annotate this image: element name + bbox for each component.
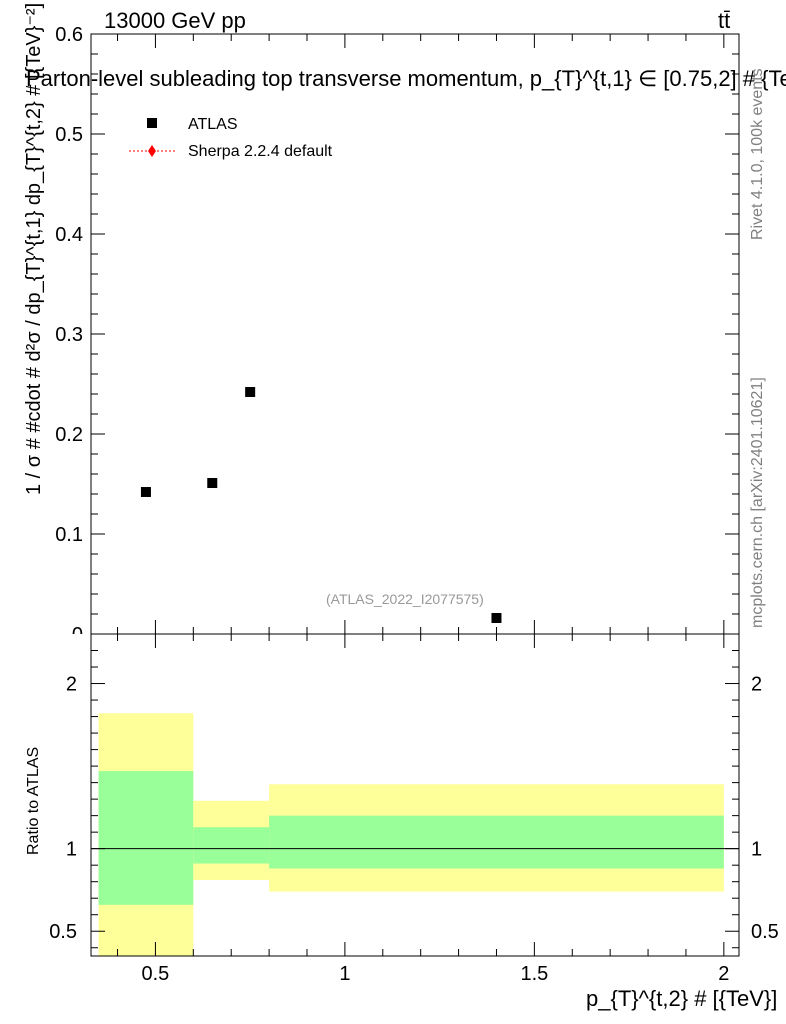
energy-label: 13000 GeV pp xyxy=(104,8,246,33)
main-y-zero-label: 0 xyxy=(72,624,83,646)
main-y-tick-label: 0.2 xyxy=(55,424,83,446)
main-y-axis-label: 1 / σ # #cdot # d²σ / dp_{T}^{t,1} dp_{T… xyxy=(23,3,45,495)
main-y-tick-label: 0.3 xyxy=(55,324,83,346)
ratio-plot-panel: 0.5 0.5 1 1 2 2 0.5 1 1.5 2 Ratio to ATLAS p_{T}… xyxy=(25,633,779,1011)
main-y-tick-label: 0.1 xyxy=(55,524,83,546)
ratio-inner-band xyxy=(98,771,194,905)
rivet-version-label: Rivet 4.1.0, 100k events xyxy=(749,68,766,240)
legend: ATLAS Sherpa 2.2.4 default xyxy=(129,116,333,160)
atlas-data-point xyxy=(207,478,218,488)
plot-title: Parton-level subleading top transverse m… xyxy=(26,66,786,91)
ratio-plot-frame xyxy=(90,633,740,957)
ratio-x-ticks: 0.5 1 1.5 2 xyxy=(117,634,729,985)
x-tick-label: 2 xyxy=(718,963,729,985)
legend-atlas-marker xyxy=(147,118,157,128)
main-y-ticks: 0.1 0.2 0.3 0.4 0.5 0.6 0 xyxy=(55,24,739,646)
atlas-data-point xyxy=(140,487,151,497)
main-y-tick-label: 0.6 xyxy=(55,24,83,46)
x-tick-label: 0.5 xyxy=(142,963,170,985)
ratio-inner-band xyxy=(193,827,270,864)
main-y-tick-label: 0.5 xyxy=(55,124,83,146)
mcplots-reference-label: mcplots.cern.ch [arXiv:2401.10621] xyxy=(749,377,766,628)
x-tick-label: 1 xyxy=(339,963,350,985)
legend-sherpa-label: Sherpa 2.2.4 default xyxy=(188,143,333,160)
legend-sherpa-marker xyxy=(148,145,156,157)
atlas-data-points xyxy=(140,387,502,623)
ratio-y-tick-label: 1 xyxy=(66,839,77,861)
legend-atlas-label: ATLAS xyxy=(188,116,238,133)
x-tick-label: 1.5 xyxy=(520,963,548,985)
main-x-ticks xyxy=(117,34,725,634)
atlas-data-point xyxy=(491,613,502,623)
ratio-y-tick-label: 2 xyxy=(66,674,77,696)
ratio-y-axis-label: Ratio to ATLAS xyxy=(25,747,42,855)
main-y-tick-label: 0.4 xyxy=(55,224,83,246)
ratio-y-tick-label-right: 0.5 xyxy=(751,921,779,943)
ratio-y-tick-label-right: 1 xyxy=(751,839,762,861)
ratio-y-tick-label: 0.5 xyxy=(49,921,77,943)
process-label: tt̄ xyxy=(718,8,730,33)
ratio-y-tick-label-right: 2 xyxy=(751,674,762,696)
analysis-id-label: (ATLAS_2022_I2077575) xyxy=(326,591,484,607)
x-axis-label: p_{T}^{t,2} # [{TeV}] xyxy=(586,986,777,1011)
atlas-data-point xyxy=(245,387,256,397)
ratio-y-ticks: 0.5 0.5 1 1 2 2 xyxy=(49,650,779,949)
ratio-uncertainty-bands xyxy=(98,713,724,956)
ratio-inner-band xyxy=(269,815,724,869)
main-plot-panel: 0.1 0.2 0.3 0.4 0.5 0.6 0 Parton-level sublead… xyxy=(23,3,786,646)
